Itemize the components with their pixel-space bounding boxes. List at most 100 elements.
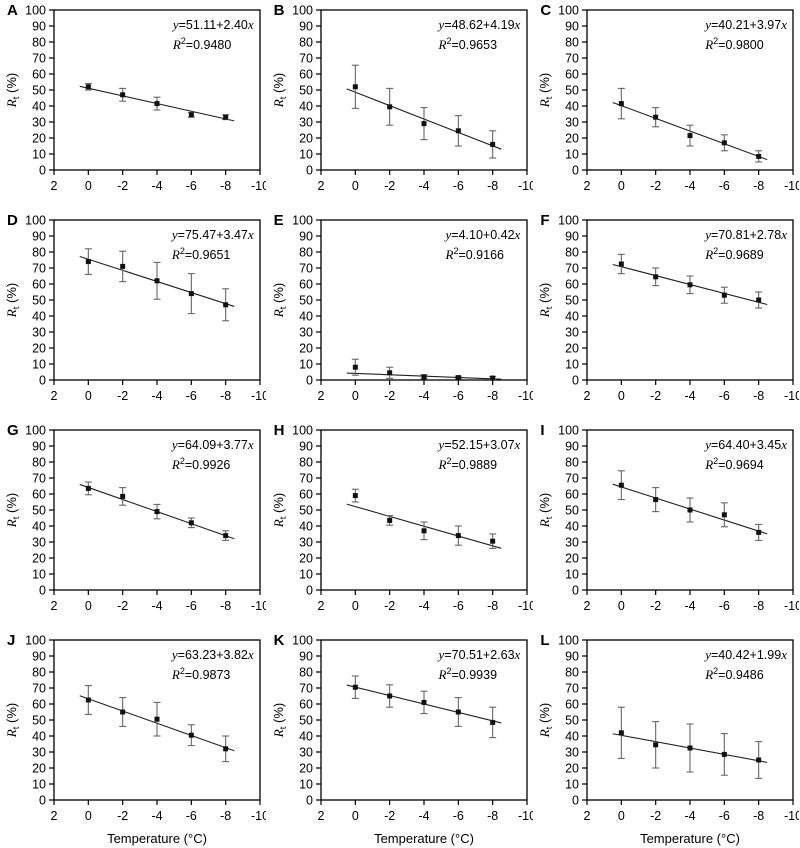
- x-tick-label: 0: [85, 599, 92, 613]
- y-tick-label: 70: [565, 472, 579, 486]
- x-tick-label: -4: [685, 179, 696, 193]
- data-point: [455, 375, 461, 381]
- y-tick-label: 50: [299, 294, 313, 308]
- y-tick-label: 80: [565, 36, 579, 50]
- y-tick-label: 20: [565, 132, 579, 146]
- y-tick-label: 10: [565, 358, 579, 372]
- x-axis-label: Temperature (°C): [640, 831, 740, 846]
- x-tick-label: 0: [618, 599, 625, 613]
- y-tick-label: 80: [32, 246, 46, 260]
- panel-A: 0 10 20 30 40 50 60 70 80 90 100 2 0 -2 -4 -6 -8 -10 Rt (%…: [0, 0, 267, 210]
- x-tick-label: 0: [352, 809, 359, 823]
- data-point: [756, 529, 762, 535]
- y-tick-label: 20: [299, 132, 313, 146]
- y-tick-label: 50: [299, 84, 313, 98]
- x-tick-label: -10: [251, 599, 266, 613]
- y-tick-label: 10: [565, 778, 579, 792]
- x-tick-label: -2: [650, 389, 661, 403]
- x-tick-label: 0: [618, 389, 625, 403]
- y-tick-label: 100: [292, 4, 313, 18]
- y-tick-label: 40: [565, 730, 579, 744]
- x-tick-label: 2: [317, 389, 324, 403]
- y-tick-label: 80: [565, 456, 579, 470]
- x-tick-label: -4: [151, 389, 162, 403]
- data-point: [188, 520, 194, 526]
- x-tick-label: -10: [784, 599, 799, 613]
- panel-J: 0 10 20 30 40 50 60 70 80 90 100 2 0 -2 -4 -6 -8 -10 Rt (%…: [0, 630, 267, 848]
- y-tick-label: 50: [32, 714, 46, 728]
- y-tick-label: 10: [565, 148, 579, 162]
- x-tick-label: -2: [650, 179, 661, 193]
- y-tick-label: 30: [299, 746, 313, 760]
- r-squared-label: R2=0.9800: [705, 36, 764, 53]
- y-tick-label: 90: [32, 230, 46, 244]
- x-tick-label: -10: [784, 809, 799, 823]
- x-tick-label: -6: [719, 179, 730, 193]
- equation-label: y=4.10+0.42x: [445, 227, 521, 242]
- y-tick-label: 100: [292, 214, 313, 228]
- x-tick-label: -2: [117, 599, 128, 613]
- x-tick-label: 2: [584, 599, 591, 613]
- y-axis-label: Rt (%): [537, 73, 555, 108]
- y-tick-label: 100: [25, 4, 46, 18]
- equation-block: y=64.09+3.77x R2=0.9926: [172, 435, 254, 476]
- y-tick-label: 50: [32, 84, 46, 98]
- y-tick-label: 0: [306, 164, 313, 178]
- x-tick-label: 0: [618, 809, 625, 823]
- y-tick-label: 70: [299, 262, 313, 276]
- r-squared-label: R2=0.9689: [705, 246, 764, 263]
- panel-B: 0 10 20 30 40 50 60 70 80 90 100 2 0 -2 -4 -6 -8 -10 Rt (%…: [267, 0, 534, 210]
- data-point: [188, 291, 194, 297]
- data-point: [619, 261, 625, 267]
- y-tick-label: 100: [558, 214, 579, 228]
- y-tick-label: 0: [306, 584, 313, 598]
- panel-letter: H: [273, 422, 285, 439]
- data-point: [223, 114, 229, 120]
- y-axis-label: Rt (%): [271, 73, 289, 108]
- panel-letter: G: [7, 422, 20, 439]
- y-tick-label: 10: [32, 148, 46, 162]
- x-tick-label: -8: [220, 179, 231, 193]
- y-tick-label: 90: [565, 230, 579, 244]
- r-squared-label: R2=0.9653: [438, 36, 498, 53]
- y-axis-label: Rt (%): [271, 493, 289, 528]
- y-tick-label: 40: [565, 520, 579, 534]
- y-tick-label: 10: [299, 148, 313, 162]
- r-squared-label: R2=0.9166: [445, 246, 504, 263]
- y-tick-label: 30: [299, 116, 313, 130]
- y-tick-label: 40: [299, 310, 313, 324]
- x-tick-label: 2: [317, 179, 324, 193]
- y-tick-label: 90: [565, 440, 579, 454]
- y-tick-label: 20: [32, 342, 46, 356]
- x-tick-label: 2: [584, 389, 591, 403]
- y-axis-label: Rt (%): [4, 703, 22, 738]
- equation-label: y=70.81+2.78x: [705, 227, 787, 242]
- x-axis-label: Temperature (°C): [107, 831, 207, 846]
- data-point: [489, 375, 495, 381]
- x-tick-label: 0: [618, 179, 625, 193]
- y-tick-label: 90: [565, 650, 579, 664]
- data-point: [386, 370, 392, 376]
- panel-E: 0 10 20 30 40 50 60 70 80 90 100 2 0 -2 -4 -6 -8 -10 Rt (%…: [267, 210, 534, 420]
- panel-L: 0 10 20 30 40 50 60 70 80 90 100 2 0 -2 -4 -6 -8 -10 Rt (%…: [533, 630, 800, 848]
- data-point: [455, 533, 461, 539]
- equation-block: y=70.81+2.78x R2=0.9689: [705, 225, 787, 266]
- y-tick-label: 60: [32, 698, 46, 712]
- y-tick-label: 0: [39, 584, 46, 598]
- data-point: [489, 719, 495, 725]
- x-tick-label: -6: [186, 389, 197, 403]
- y-tick-label: 100: [25, 634, 46, 648]
- panel-letter: I: [540, 422, 545, 439]
- data-point: [756, 297, 762, 303]
- data-point: [756, 757, 762, 763]
- y-tick-label: 20: [299, 342, 313, 356]
- equation-label: y=40.42+1.99x: [705, 647, 787, 662]
- x-tick-label: -8: [487, 809, 498, 823]
- x-tick-label: -8: [487, 389, 498, 403]
